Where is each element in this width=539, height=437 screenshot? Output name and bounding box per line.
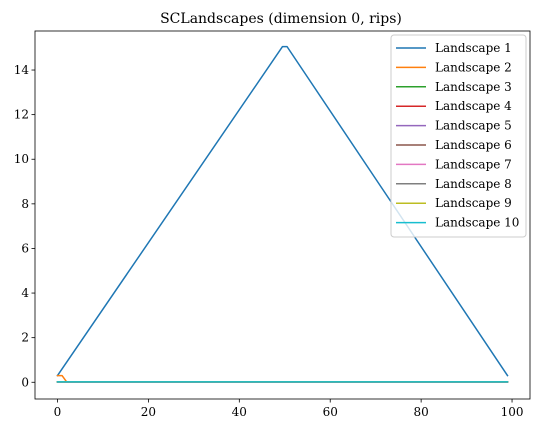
legend-label-9: Landscape 9: [435, 196, 512, 210]
y-tick-label: 8: [21, 197, 29, 211]
legend-label-7: Landscape 7: [435, 157, 512, 171]
x-axis: 0 20 40 60 80 100: [54, 399, 524, 419]
x-tick-label: 0: [54, 405, 62, 419]
x-tick-label: 60: [323, 405, 338, 419]
legend-label-4: Landscape 4: [435, 99, 512, 113]
legend-label-5: Landscape 5: [435, 119, 512, 133]
chart-title: SCLandscapes (dimension 0, rips): [160, 11, 402, 27]
x-tick-label: 40: [232, 405, 247, 419]
legend-label-1: Landscape 1: [435, 41, 512, 55]
y-axis: 0 2 4 6 8 10 12 14: [14, 63, 35, 389]
x-tick-label: 80: [413, 405, 428, 419]
legend: Landscape 1 Landscape 2 Landscape 3 Landsca…: [390, 34, 527, 238]
y-tick-label: 4: [21, 286, 29, 300]
legend-label-2: Landscape 2: [435, 60, 512, 74]
y-tick-label: 14: [14, 63, 30, 77]
legend-label-6: Landscape 6: [435, 138, 512, 152]
legend-label-10: Landscape 10: [435, 216, 519, 230]
x-tick-label: 20: [141, 405, 156, 419]
plot-frame: [34, 30, 531, 400]
legend-box: [390, 34, 527, 238]
y-tick-label: 2: [21, 331, 29, 345]
series-layer: [56, 45, 509, 383]
legend-label-3: Landscape 3: [435, 80, 512, 94]
y-tick-label: 12: [14, 108, 29, 122]
x-tick-label: 100: [501, 405, 524, 419]
legend-label-8: Landscape 8: [435, 177, 512, 191]
y-tick-label: 0: [21, 375, 29, 389]
y-tick-label: 10: [14, 152, 29, 166]
y-tick-label: 6: [21, 241, 29, 255]
